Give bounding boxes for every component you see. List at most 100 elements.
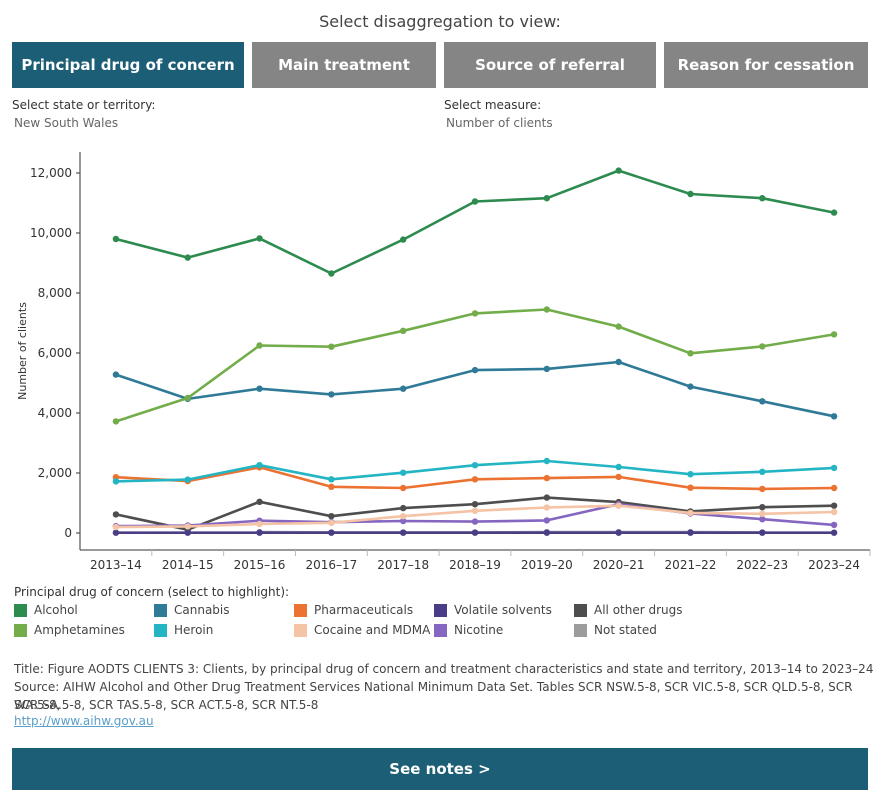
data-point[interactable] — [830, 484, 838, 492]
tab-principal-drug-of-concern[interactable]: Principal drug of concern — [12, 42, 244, 88]
tab-source-of-referral[interactable]: Source of referral — [444, 42, 656, 88]
data-point[interactable] — [471, 518, 479, 525]
data-point[interactable] — [543, 517, 551, 524]
data-point[interactable] — [830, 508, 838, 516]
data-point[interactable] — [687, 484, 694, 491]
data-point[interactable] — [759, 504, 766, 511]
legend-item-pharmaceuticals[interactable]: Pharmaceuticals — [294, 603, 413, 617]
data-point[interactable] — [471, 310, 479, 317]
data-point[interactable] — [687, 190, 694, 198]
series-heroin[interactable] — [112, 457, 838, 485]
data-point[interactable] — [615, 323, 622, 330]
data-point[interactable] — [471, 366, 479, 374]
data-point[interactable] — [328, 513, 335, 520]
data-point[interactable] — [328, 519, 335, 526]
data-point[interactable] — [759, 510, 766, 517]
data-point[interactable] — [759, 529, 766, 536]
data-point[interactable] — [256, 235, 263, 242]
data-point[interactable] — [256, 385, 263, 392]
legend-item-volatile-solvents[interactable]: Volatile solvents — [434, 603, 552, 617]
data-point[interactable] — [399, 385, 407, 392]
data-point[interactable] — [543, 504, 551, 511]
legend-item-alcohol[interactable]: Alcohol — [14, 603, 78, 617]
legend-item-nicotine[interactable]: Nicotine — [434, 623, 503, 637]
data-point[interactable] — [830, 529, 838, 536]
data-point[interactable] — [471, 529, 479, 536]
tab-reason-for-cessation[interactable]: Reason for cessation — [664, 42, 868, 88]
data-point[interactable] — [399, 504, 407, 512]
data-point[interactable] — [830, 413, 838, 420]
data-point[interactable] — [830, 502, 838, 509]
data-point[interactable] — [471, 501, 479, 508]
data-point[interactable] — [399, 327, 407, 334]
data-point[interactable] — [399, 484, 407, 492]
data-point[interactable] — [543, 365, 551, 373]
data-point[interactable] — [759, 485, 766, 493]
data-point[interactable] — [112, 418, 120, 425]
series-line[interactable] — [115, 169, 835, 275]
see-notes-button[interactable]: See notes > — [12, 748, 868, 790]
data-point[interactable] — [112, 511, 120, 518]
series-pharmaceuticals[interactable] — [112, 464, 838, 493]
data-point[interactable] — [615, 463, 622, 471]
data-point[interactable] — [471, 507, 479, 514]
data-point[interactable] — [543, 529, 551, 536]
data-point[interactable] — [184, 523, 191, 530]
data-point[interactable] — [328, 391, 335, 398]
data-point[interactable] — [687, 383, 694, 390]
data-point[interactable] — [543, 195, 551, 202]
data-point[interactable] — [543, 457, 551, 465]
data-point[interactable] — [687, 350, 694, 357]
data-point[interactable] — [399, 517, 407, 525]
measure-select[interactable]: Number of clients — [446, 116, 553, 130]
legend-item-cocaine-and-mdma[interactable]: Cocaine and MDMA — [294, 623, 430, 637]
series-cannabis[interactable] — [112, 358, 838, 420]
data-point[interactable] — [112, 478, 120, 485]
data-point[interactable] — [830, 521, 838, 529]
data-point[interactable] — [256, 342, 263, 349]
data-point[interactable] — [615, 502, 622, 509]
data-point[interactable] — [256, 520, 263, 528]
legend-item-not-stated[interactable]: Not stated — [574, 623, 657, 637]
data-point[interactable] — [830, 209, 838, 216]
data-point[interactable] — [256, 529, 263, 536]
data-point[interactable] — [471, 198, 479, 205]
data-point[interactable] — [184, 394, 191, 402]
data-point[interactable] — [687, 471, 694, 478]
data-point[interactable] — [687, 509, 694, 517]
data-point[interactable] — [399, 529, 407, 536]
series-amphetamines[interactable] — [112, 306, 838, 425]
data-point[interactable] — [543, 494, 551, 501]
state-select[interactable]: New South Wales — [14, 116, 119, 130]
series-volatile-solvents[interactable] — [112, 529, 838, 536]
data-point[interactable] — [759, 468, 766, 475]
legend-item-heroin[interactable]: Heroin — [154, 623, 213, 637]
data-point[interactable] — [112, 523, 120, 531]
data-point[interactable] — [184, 476, 191, 483]
data-point[interactable] — [112, 371, 120, 378]
data-point[interactable] — [328, 483, 335, 490]
series-line[interactable] — [115, 308, 835, 423]
data-point[interactable] — [830, 331, 838, 338]
data-point[interactable] — [399, 469, 407, 476]
legend-item-all-other-drugs[interactable]: All other drugs — [574, 603, 683, 617]
data-point[interactable] — [184, 254, 191, 261]
legend-item-cannabis[interactable]: Cannabis — [154, 603, 230, 617]
data-point[interactable] — [112, 529, 120, 536]
data-point[interactable] — [759, 195, 766, 202]
data-point[interactable] — [256, 462, 263, 469]
data-point[interactable] — [615, 358, 622, 366]
data-point[interactable] — [328, 343, 335, 350]
data-point[interactable] — [687, 529, 694, 536]
data-point[interactable] — [328, 529, 335, 536]
data-point[interactable] — [543, 306, 551, 313]
source-link[interactable]: http://www.aihw.gov.au — [14, 714, 154, 728]
data-point[interactable] — [471, 476, 479, 483]
data-point[interactable] — [759, 516, 766, 523]
data-point[interactable] — [399, 513, 407, 520]
data-point[interactable] — [615, 473, 622, 481]
data-point[interactable] — [328, 476, 335, 483]
data-point[interactable] — [328, 270, 335, 277]
data-point[interactable] — [759, 343, 766, 350]
data-point[interactable] — [615, 167, 622, 174]
